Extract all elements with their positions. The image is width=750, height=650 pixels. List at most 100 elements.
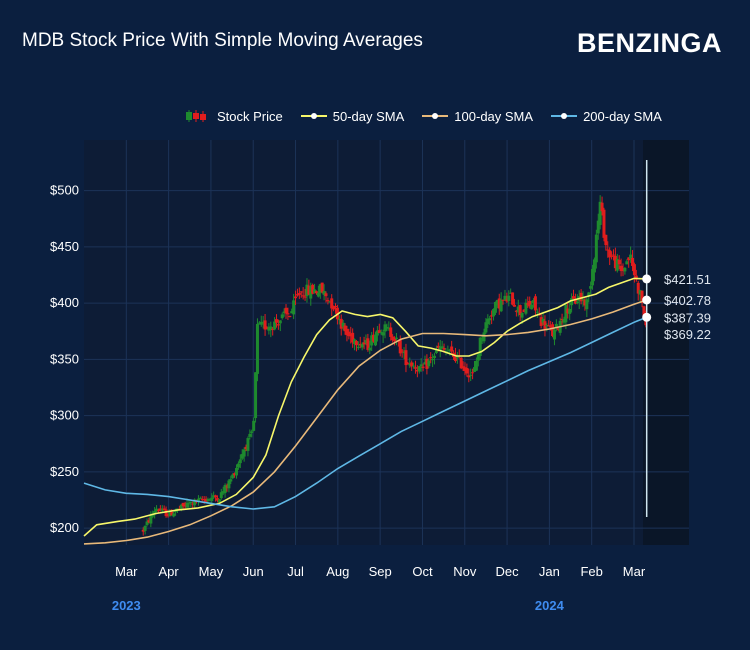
candle-body (269, 326, 273, 331)
candle-body (596, 220, 600, 234)
candle-body (617, 260, 621, 265)
candle-body (143, 525, 147, 531)
candle-body (522, 309, 526, 313)
candle-body (257, 322, 261, 324)
candle-body (343, 325, 347, 332)
candle-body (524, 302, 528, 314)
candle-body (339, 318, 343, 329)
candle-body (512, 304, 516, 307)
legend-item-sma100[interactable]: 100-day SMA (422, 109, 533, 124)
year-label: 2024 (535, 598, 565, 613)
candle-body (210, 497, 214, 501)
candle-body (284, 307, 288, 314)
candle-body (172, 513, 176, 517)
candle-body (276, 324, 280, 326)
candle-body (311, 284, 315, 294)
x-tick-label: Apr (158, 564, 179, 579)
candle-body (473, 367, 476, 372)
candle-body (259, 321, 263, 325)
candle-body (292, 300, 296, 315)
candle-body (476, 354, 480, 361)
100-day-sma-line (83, 299, 647, 545)
legend-label-sma200: 200-day SMA (583, 108, 662, 124)
candle-body (233, 473, 237, 476)
candle-body (452, 352, 456, 357)
candle-body (290, 311, 294, 314)
candle-body (537, 314, 541, 316)
candle-body (608, 250, 612, 258)
candle-body (450, 346, 454, 352)
candle-body (301, 295, 305, 297)
candle-body (187, 503, 191, 505)
candle-body (469, 374, 473, 376)
candle-body (320, 282, 324, 293)
candle-body (217, 499, 221, 503)
candle-body (198, 497, 202, 499)
candle-body (463, 367, 467, 372)
future-shade (643, 140, 689, 545)
candle-body (381, 332, 385, 336)
candle-body (345, 328, 349, 336)
value-markers: $421.51 $402.78 $387.39 $369.22 (642, 272, 711, 342)
candle-body (573, 298, 577, 304)
candle-body (471, 372, 475, 374)
candle-body (448, 349, 452, 351)
candle-body (236, 463, 240, 468)
candle-body (444, 351, 448, 353)
x-tick-label: Mar (623, 564, 646, 579)
candle-body (457, 355, 461, 357)
candle-body (385, 327, 389, 329)
legend-label-stock-price: Stock Price (217, 108, 283, 124)
candle-body (558, 320, 562, 333)
candle-body (598, 201, 602, 225)
candle-body (461, 366, 465, 369)
candle-body (303, 296, 307, 298)
candle-body (185, 502, 189, 508)
legend-item-stock-price[interactable]: Stock Price (185, 109, 283, 124)
legend-item-sma200[interactable]: 200-day SMA (551, 109, 662, 124)
candle-body (560, 318, 564, 321)
candle-body (629, 254, 633, 260)
candle-body (528, 300, 532, 307)
candle-body (417, 366, 421, 372)
candle-body (425, 358, 429, 369)
candle-body (520, 313, 524, 318)
sma200-legend-icon (551, 113, 578, 119)
candle-body (248, 433, 252, 437)
candle-body (271, 328, 275, 330)
candle-body (176, 508, 179, 511)
candle-body (552, 329, 556, 340)
candle-body (625, 261, 629, 265)
candle-body (488, 318, 492, 321)
legend-item-sma50[interactable]: 50-day SMA (300, 109, 404, 124)
candle-body (642, 306, 646, 317)
y-axis: $200 $250 $300 $350 $400 $450 $500 (50, 183, 79, 536)
legend-label-sma100: 100-day SMA (454, 108, 534, 124)
candle-body (581, 299, 585, 301)
candle-body (627, 257, 631, 261)
candle-body (631, 257, 635, 266)
candle-body (509, 292, 513, 294)
candle-body (526, 303, 530, 305)
candle-body (191, 503, 195, 505)
candle-body (353, 339, 357, 345)
candle-body (615, 258, 619, 271)
candle-body (440, 346, 444, 349)
plot-area (84, 140, 689, 545)
candle-body (179, 504, 183, 509)
candle-body (305, 284, 309, 297)
candle-body (547, 325, 551, 327)
x-tick-label: Mar (115, 564, 138, 579)
candle-body (495, 299, 499, 306)
candle-body (206, 499, 210, 501)
last-value-dot (642, 274, 652, 284)
last-value-dot (642, 295, 652, 305)
candle-body (229, 479, 233, 482)
candle-body (408, 363, 412, 366)
candle-body (204, 498, 208, 502)
candle-body (518, 305, 522, 316)
candle-body (539, 317, 543, 326)
candle-body (153, 511, 157, 515)
x-axis: Mar Apr May Jun Jul Aug Sep Oct Nov Dec Jan Feb Mar 2… (112, 564, 646, 613)
